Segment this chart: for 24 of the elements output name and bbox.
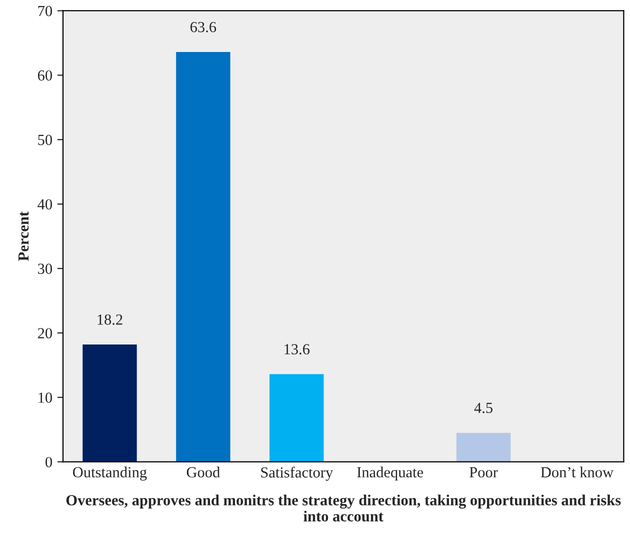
x-tick-label: Don’t know — [540, 466, 614, 478]
x-tick-label: Inadequate — [357, 466, 424, 481]
y-tick-label: 50 — [38, 134, 52, 146]
x-tick-label: Poor — [470, 467, 498, 478]
y-tick-label: 30 — [38, 264, 52, 274]
bar — [456, 432, 511, 462]
x-tick-label: Outstanding — [73, 466, 147, 481]
y-tick-label: 20 — [38, 328, 52, 338]
y-tick-label: 70 — [38, 6, 52, 16]
data-label: 18.2 — [98, 314, 122, 325]
y-axis-title: Percent — [18, 211, 29, 261]
x-tick-label: Good — [186, 466, 220, 478]
data-label: 63.6 — [190, 22, 216, 32]
y-tick-label: 0 — [46, 456, 52, 468]
data-label: 4.5 — [474, 402, 492, 414]
y-tick-label: 60 — [38, 70, 52, 81]
y-tick-label: 10 — [38, 392, 52, 403]
y-tick-label: 40 — [38, 199, 52, 210]
bar — [176, 52, 230, 462]
data-label: 13.6 — [284, 344, 310, 354]
bar — [82, 344, 137, 462]
x-tick-label: Satisfactory — [261, 466, 334, 481]
bar — [270, 374, 324, 462]
x-axis-title: Oversees, approves and monitrs the strategy direction, taking opportunities and risks into account — [66, 494, 621, 522]
